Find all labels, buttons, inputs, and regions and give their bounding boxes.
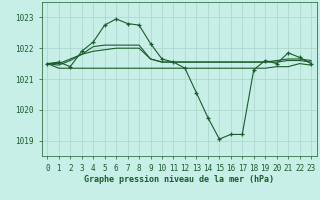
X-axis label: Graphe pression niveau de la mer (hPa): Graphe pression niveau de la mer (hPa) (84, 175, 274, 184)
